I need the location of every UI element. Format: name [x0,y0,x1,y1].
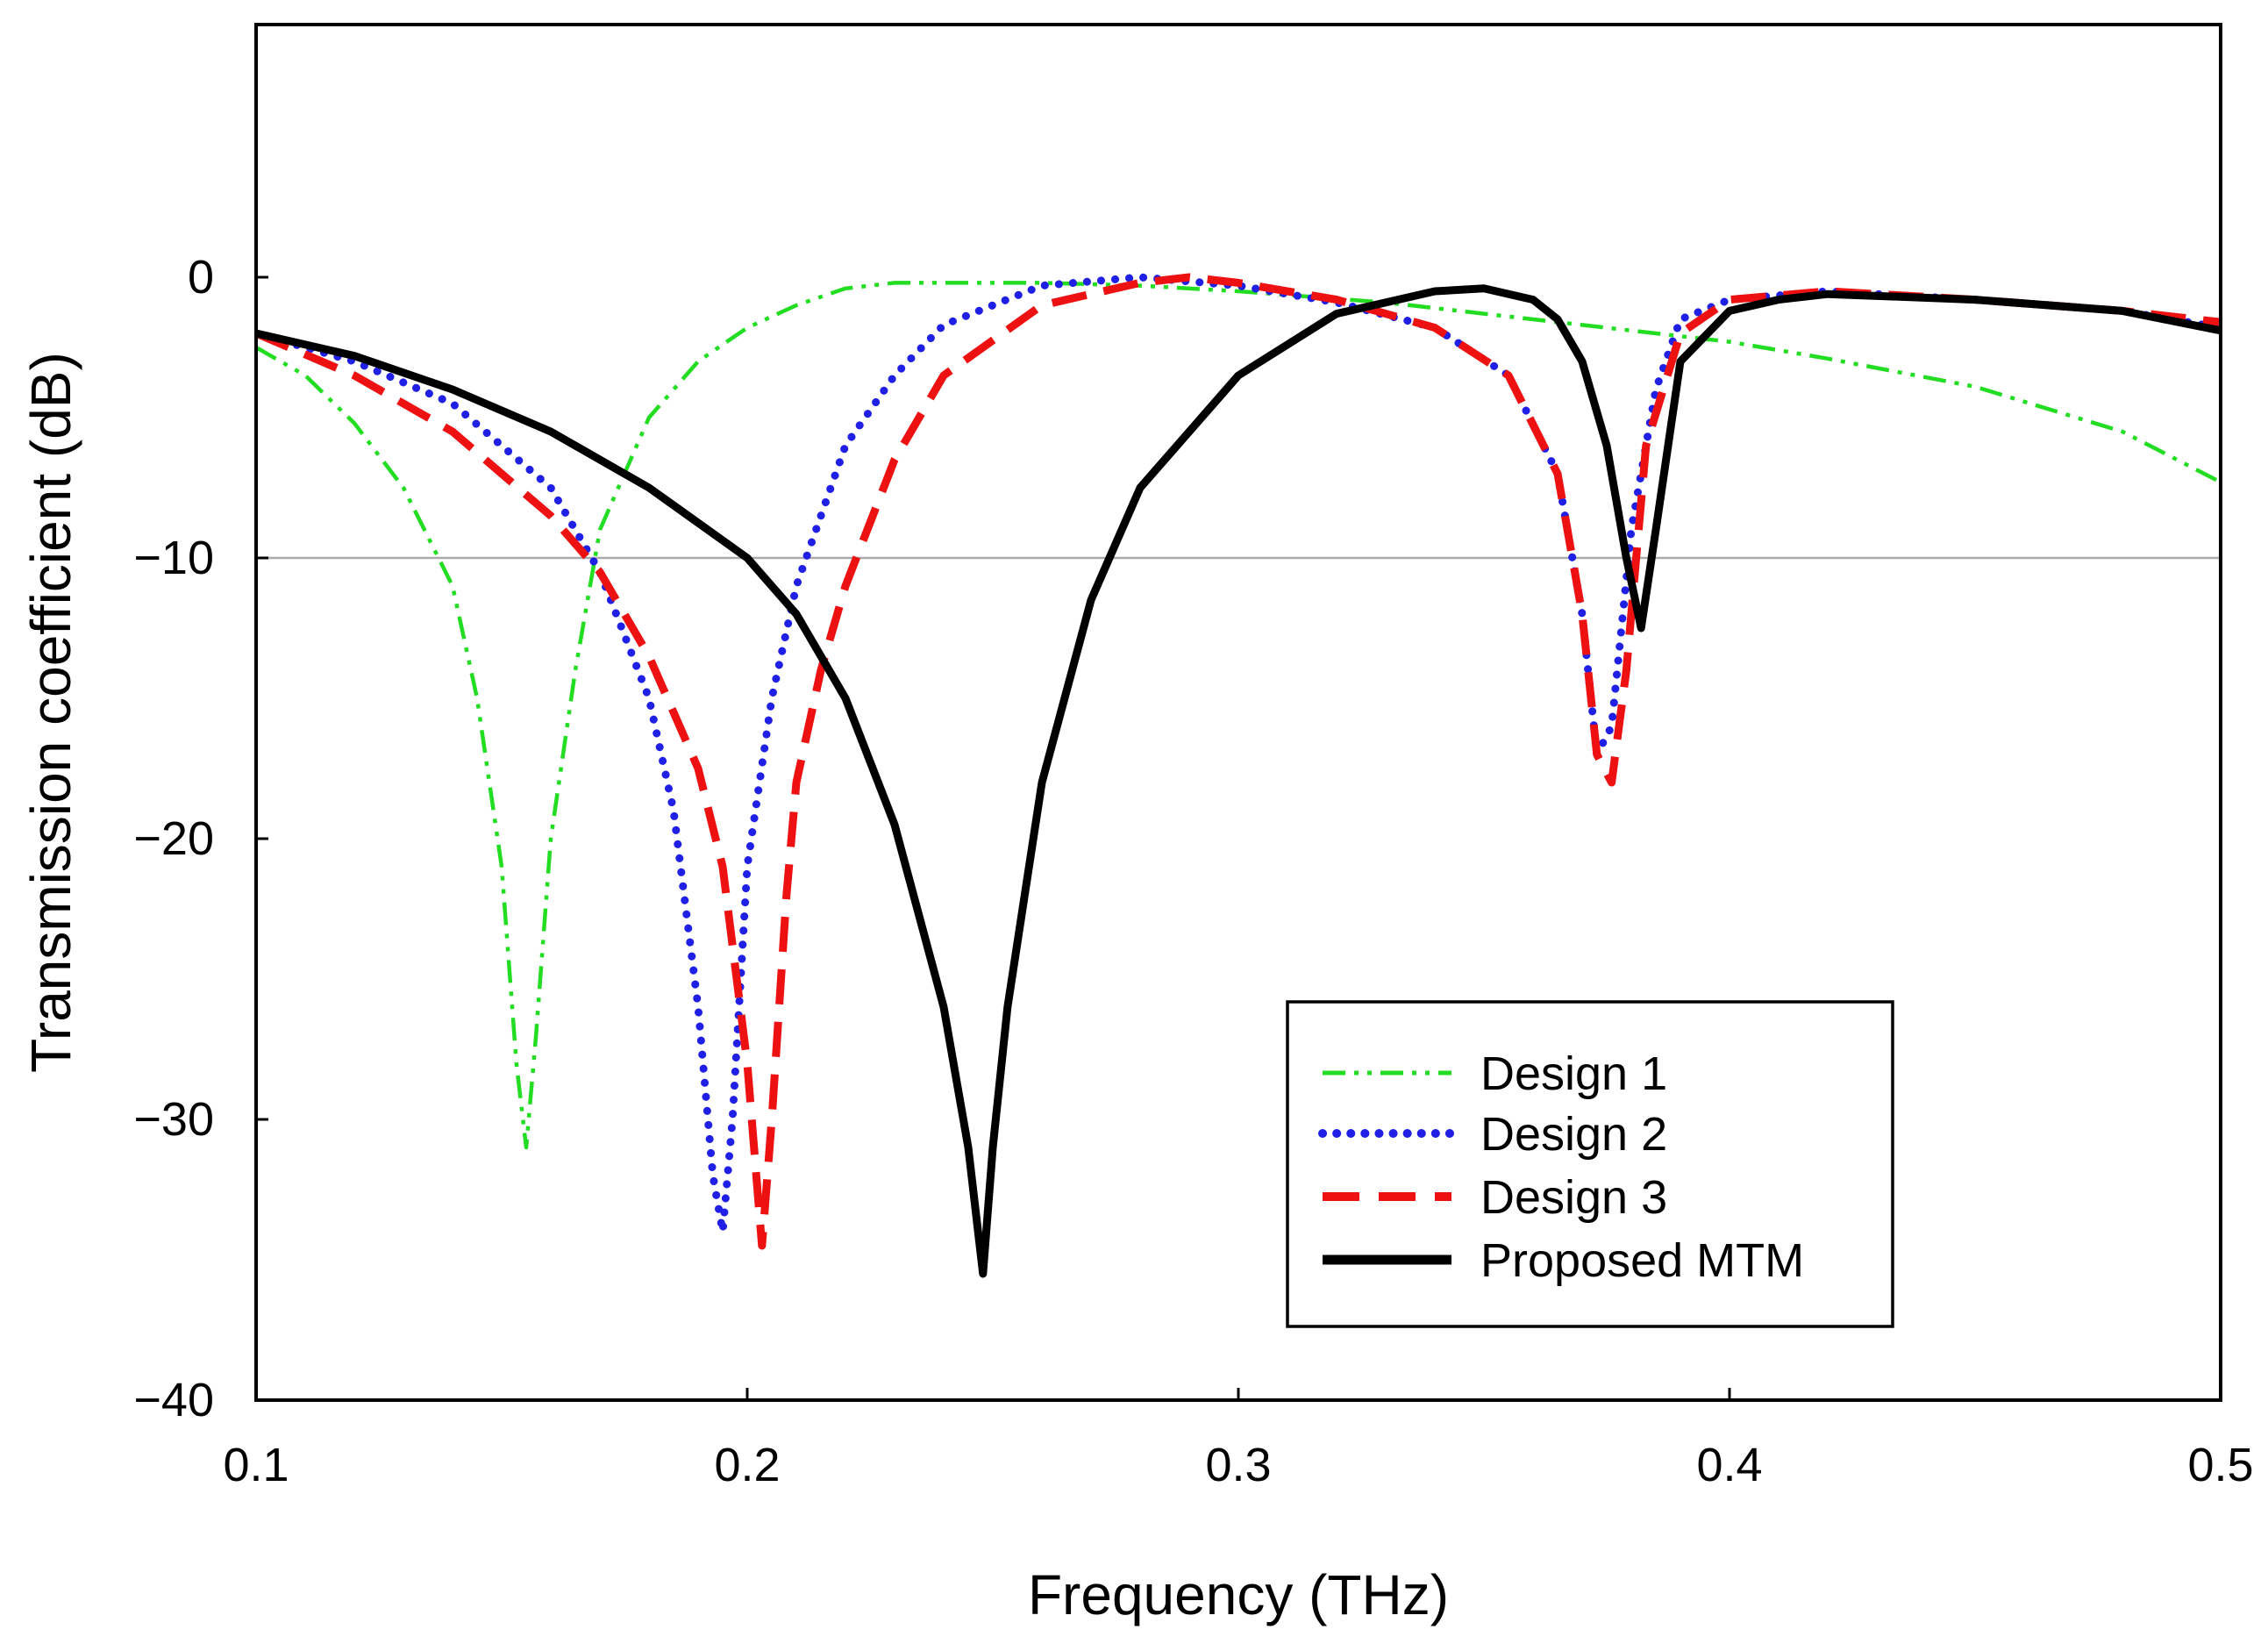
y-ticks: 0 −10 −20 −30 −40 [133,251,268,1426]
y-tick-label: −30 [133,1093,214,1146]
x-tick-label: 0.4 [1696,1439,1762,1491]
x-tick-label: 0.5 [2187,1439,2253,1491]
series-line-design-1 [256,281,2221,1150]
legend-label-design-1: Design 1 [1480,1047,1667,1100]
x-axis-title: Frequency (THz) [1028,1563,1449,1626]
series-line-design-3 [256,273,2221,1250]
y-tick-label: −40 [133,1374,214,1426]
x-tick-label: 0.1 [223,1439,289,1491]
series-layer [256,273,2221,1278]
plot-frame [254,23,2222,1402]
legend-label-design-2: Design 2 [1480,1108,1667,1161]
y-axis-title: Transmission coefficient (dB) [19,352,82,1073]
series-line-design-2 [256,273,2221,1236]
legend-label-proposed-mtm: Proposed MTM [1480,1234,1804,1287]
series-line-proposed-mtm [256,284,2221,1278]
y-tick-label: 0 [188,251,214,304]
x-ticks: 0.1 0.2 0.3 0.4 0.5 [223,1388,2254,1491]
y-tick-label: −10 [133,532,214,584]
legend-box [1286,1000,1894,1328]
x-tick-label: 0.3 [1205,1439,1271,1491]
legend-label-design-3: Design 3 [1480,1171,1667,1224]
y-tick-label: −20 [133,812,214,865]
x-tick-label: 0.2 [714,1439,780,1491]
legend: Design 1 Design 2 Design 3 Proposed MTM [1286,1000,1894,1328]
